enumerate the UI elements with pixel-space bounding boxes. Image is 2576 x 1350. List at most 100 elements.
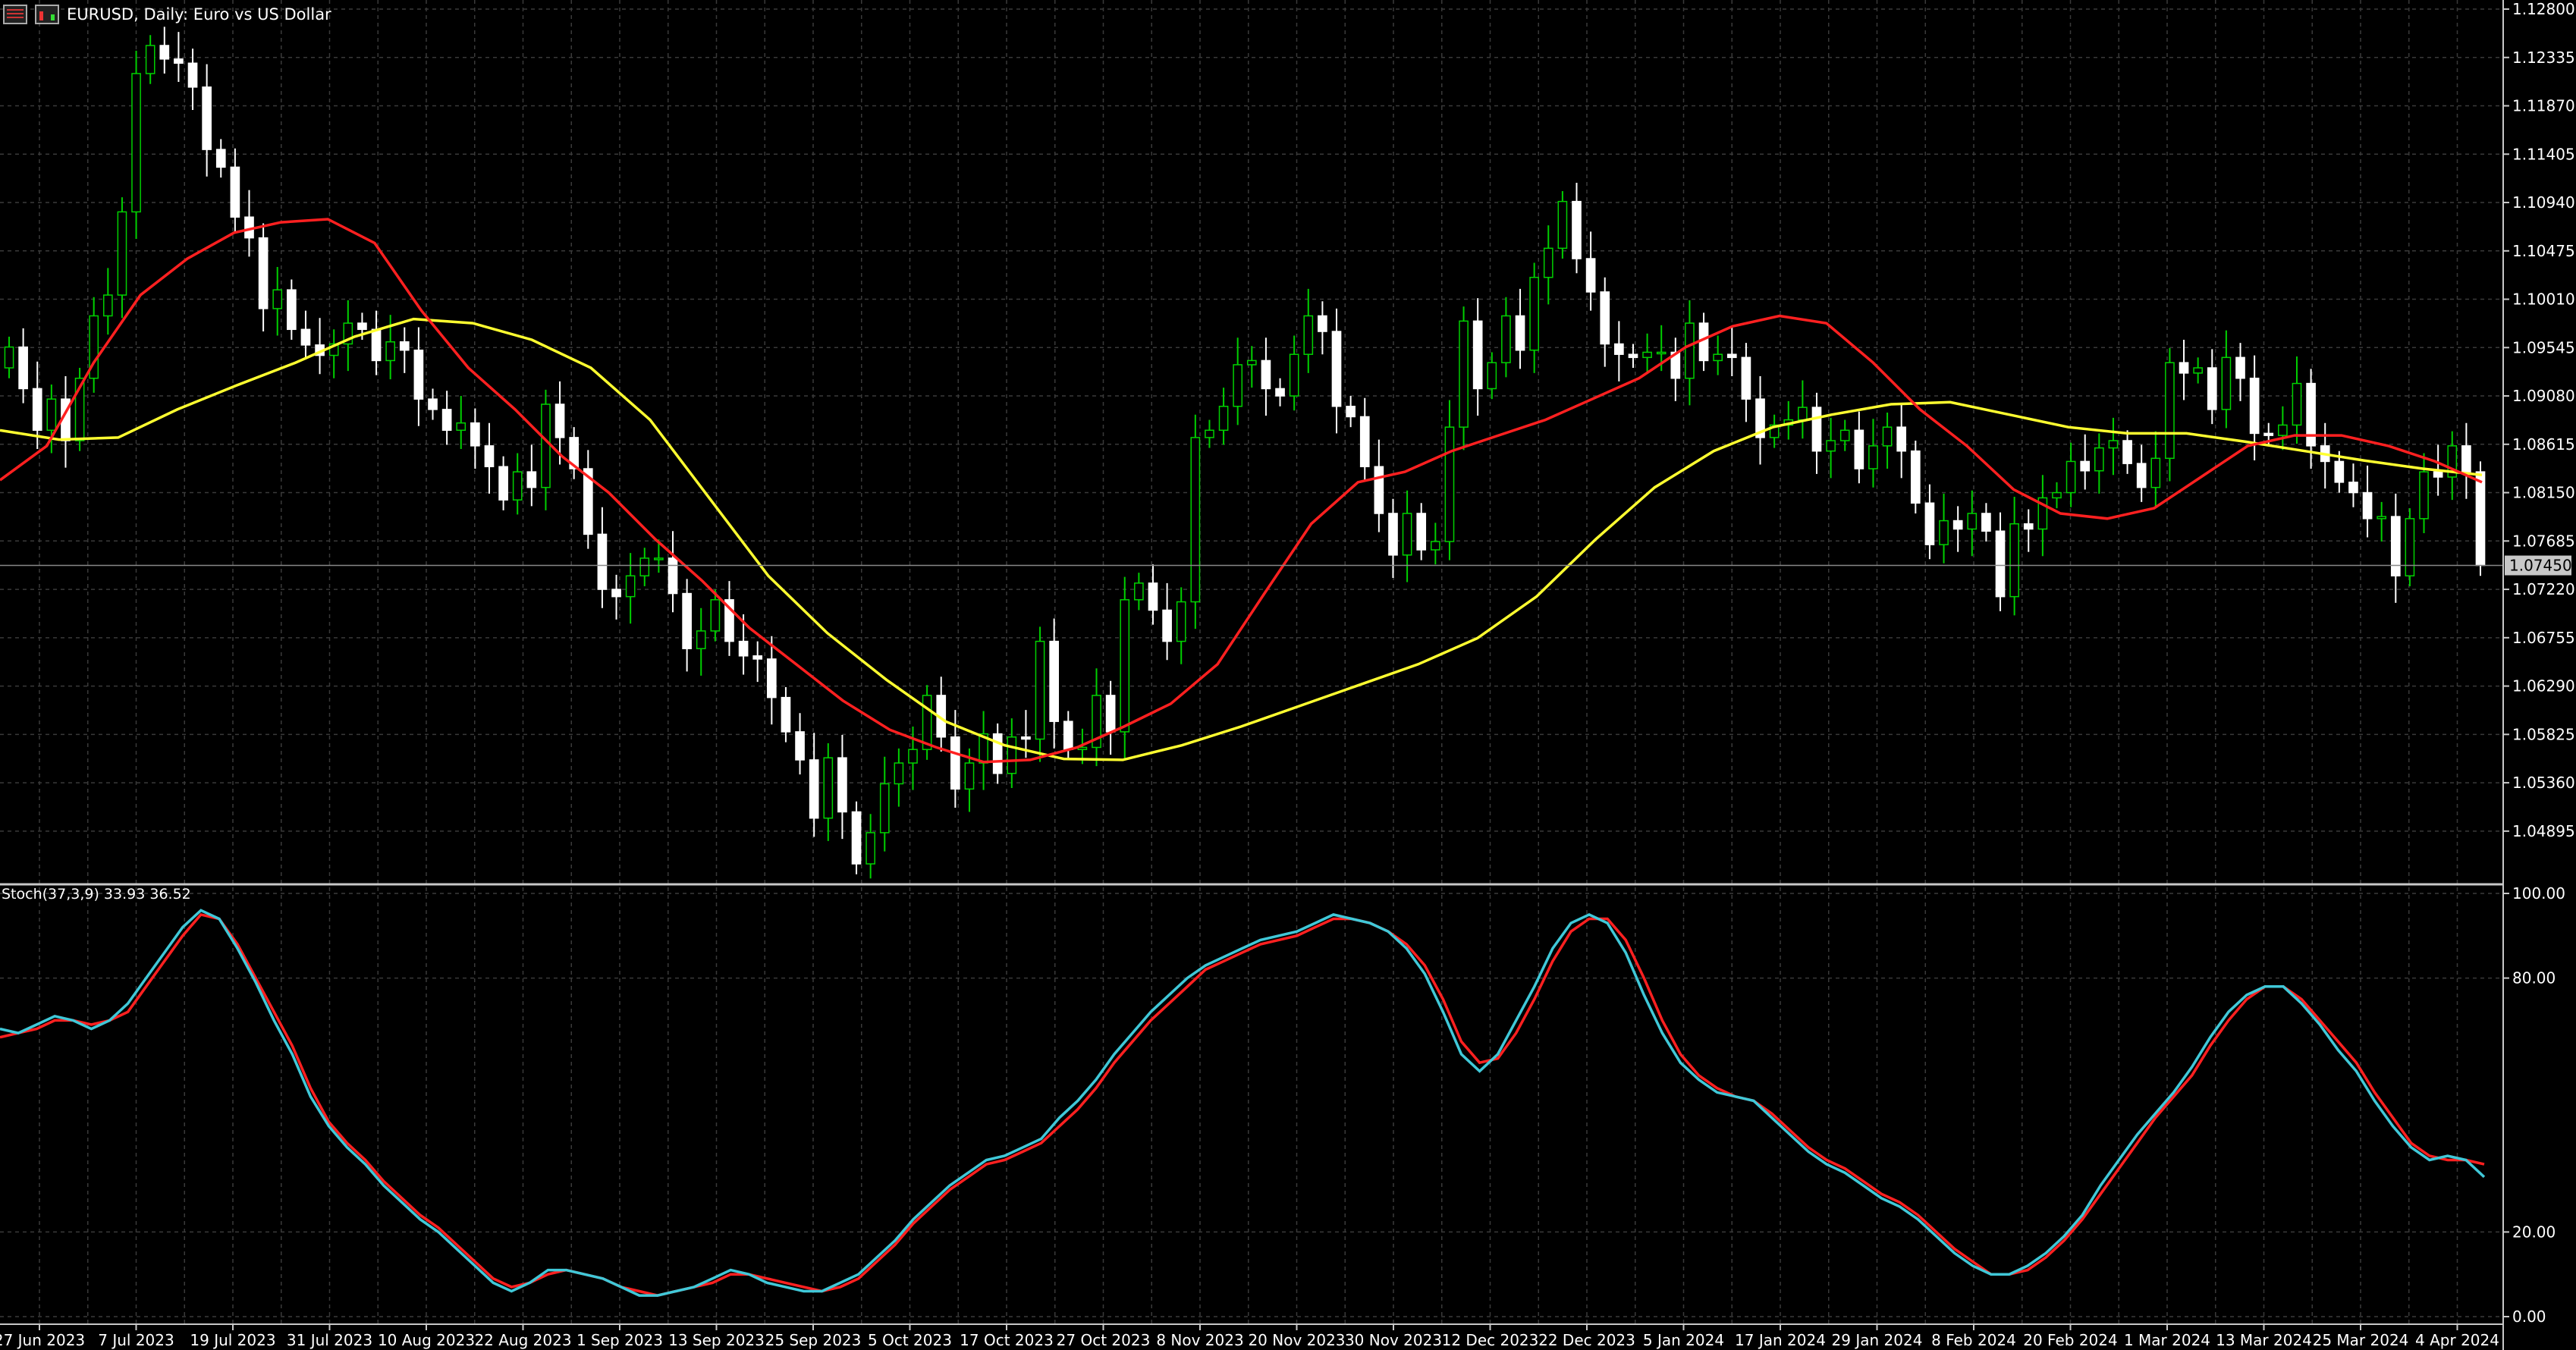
candle-bear: [738, 640, 749, 657]
candle-bear: [992, 733, 1003, 774]
time-tick-label: 10 Aug 2023: [378, 1331, 475, 1349]
candle-bull: [1176, 601, 1186, 642]
candle-bull: [2292, 382, 2302, 426]
time-tick-label: 29 Jan 2024: [1832, 1331, 1923, 1349]
candle-bear: [2122, 440, 2132, 464]
candle-bull: [1529, 276, 1539, 351]
candle-bear: [2433, 471, 2443, 478]
candle-bear: [1515, 315, 1525, 351]
candle-bull: [879, 783, 890, 834]
candle-bear: [484, 445, 495, 468]
time-tick-label: 17 Jan 2024: [1735, 1331, 1826, 1349]
candle-bear: [752, 655, 763, 660]
candle-bear: [809, 759, 819, 819]
candle-bear: [569, 437, 580, 469]
candle-bear: [300, 328, 311, 346]
candle-bull: [2009, 523, 2019, 598]
ma-slow-line: [0, 317, 2483, 761]
candle-bull: [145, 45, 156, 74]
candle-bear: [2235, 356, 2245, 379]
candle-bull: [1656, 351, 1667, 355]
stoch-tick-label: 20.00: [2512, 1223, 2556, 1241]
candle-bear: [1063, 721, 1073, 750]
candle-bear: [2023, 523, 2034, 530]
candle-bear: [2362, 491, 2373, 520]
candle-bear: [399, 341, 410, 351]
candle-bull: [46, 398, 57, 432]
price-tick-label: 1.04895: [2512, 822, 2575, 840]
current-price-badge: 1.07450: [2505, 555, 2572, 576]
candle-bear: [371, 328, 382, 362]
candle-bear: [428, 398, 438, 410]
stoch-tick-label: 0.00: [2512, 1308, 2546, 1326]
price-tick-label: 1.10940: [2512, 193, 2575, 212]
candle-bear: [287, 289, 297, 331]
price-tick-label: 1.11870: [2512, 97, 2575, 115]
candle-bear: [1331, 331, 1342, 407]
candle-bull: [1487, 362, 1497, 390]
candle-chart-icon[interactable]: [35, 5, 59, 24]
candle-bull: [2278, 424, 2288, 436]
time-tick-label: 19 Jul 2023: [190, 1331, 275, 1349]
candle-bear: [2136, 463, 2147, 488]
candle-bear: [18, 346, 28, 390]
candle-bear: [2475, 471, 2486, 567]
candle-bear: [1755, 398, 1765, 438]
candle-bear: [32, 388, 42, 432]
candle-bear: [1628, 353, 1638, 359]
candle-bull: [1444, 426, 1455, 542]
candle-bull: [385, 341, 395, 362]
candle-bull: [654, 557, 664, 560]
candle-bull: [908, 749, 918, 764]
time-axis[interactable]: 27 Jun 2023 7 Jul 2023 19 Jul 2023 31 Jul 2…: [0, 1324, 2499, 1349]
time-tick-label: 8 Feb 2024: [1931, 1331, 2016, 1349]
candle-bull: [1205, 429, 1214, 438]
candle-bull: [1459, 320, 1469, 428]
candle-bear: [202, 86, 212, 150]
candle-bull: [1007, 736, 1017, 774]
candle-bull: [1218, 406, 1229, 432]
time-tick-label: 31 Jul 2023: [287, 1331, 372, 1349]
candle-bear: [1388, 513, 1398, 556]
candle-bull: [964, 762, 975, 790]
candle-bear: [1359, 416, 1370, 468]
candle-bear: [1162, 609, 1172, 642]
candle-bear: [1049, 640, 1060, 722]
candle-bull: [2108, 440, 2119, 449]
candle-bear: [1670, 351, 1681, 379]
candle-bull: [696, 630, 706, 649]
candle-bear: [413, 349, 424, 400]
candle-bull: [328, 343, 339, 356]
menu-icon[interactable]: [3, 5, 27, 24]
candle-bull: [2037, 497, 2048, 530]
price-tick-label: 1.10475: [2512, 242, 2575, 260]
candle-bull: [1289, 353, 1299, 397]
time-tick-label: 20 Feb 2024: [2023, 1331, 2117, 1349]
time-tick-label: 27 Oct 2023: [1057, 1331, 1151, 1349]
price-tick-label: 1.08150: [2512, 484, 2575, 502]
candle-bear: [1374, 466, 1384, 514]
candle-bear: [1600, 291, 1610, 345]
time-tick-label: 30 Nov 2023: [1345, 1331, 1442, 1349]
candle-bull: [102, 294, 113, 317]
stochastic-panel: [0, 909, 2486, 1297]
candle-bull: [922, 695, 932, 750]
candle-bear: [441, 409, 452, 432]
candle-bull: [1035, 640, 1045, 740]
candle-bull: [1798, 407, 1808, 421]
time-tick-label: 8 Nov 2023: [1156, 1331, 1243, 1349]
stoch-axis[interactable]: 100.00 80.00 20.00 0.00: [2503, 884, 2565, 1326]
candle-bear: [2334, 460, 2345, 483]
candle-bull: [2377, 516, 2387, 520]
candle-bear: [159, 45, 170, 60]
candle-bear: [1981, 513, 1991, 532]
candle-bear: [2080, 460, 2091, 472]
price-axis[interactable]: 1.12800 1.12335 1.11870 1.11405 1.10940 1.104…: [2503, 0, 2575, 840]
candle-bear: [795, 731, 805, 761]
candle-bear: [2207, 367, 2217, 410]
candle-bull: [639, 557, 650, 576]
candle-bull: [512, 471, 523, 501]
candle-bear: [781, 696, 791, 733]
time-tick-label: 25 Mar 2024: [2313, 1331, 2409, 1349]
